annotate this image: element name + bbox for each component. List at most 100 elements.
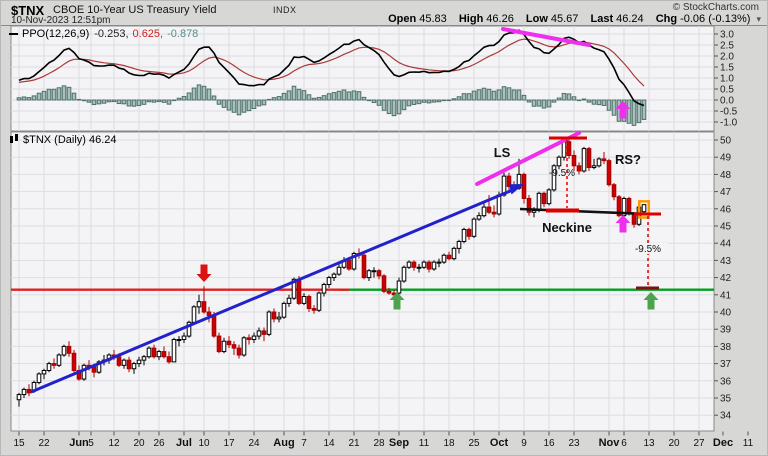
open-label: Open (388, 13, 417, 25)
svg-text:2.5: 2.5 (720, 41, 734, 52)
svg-text:Aug: Aug (273, 437, 294, 449)
main-legend: $TNX (Daily) 46.24 (9, 134, 117, 146)
svg-text:Sep: Sep (389, 437, 409, 449)
ppo-value: -0.253, (94, 28, 129, 40)
right-price-axis: 3.02.52.01.51.00.50.0-0.5-1.0 50 49 48 47 46 4… (714, 30, 738, 422)
ppo-line-swatch-icon (9, 33, 18, 36)
chart-datetime: 10-Nov-2023 12:51pm (11, 15, 111, 26)
svg-text:16: 16 (543, 438, 555, 449)
svg-text:27: 27 (693, 438, 705, 449)
chg-value: -0.06 (-0.13%) (680, 13, 751, 25)
high-value: 46.26 (486, 13, 514, 25)
open-value: 45.83 (419, 13, 447, 25)
svg-text:9: 9 (521, 438, 527, 449)
svg-text:14: 14 (323, 438, 335, 449)
low-value: 45.67 (550, 13, 579, 25)
low-label: Low (525, 13, 548, 25)
svg-text:21: 21 (348, 438, 360, 449)
chg-label: Chg (655, 13, 678, 25)
svg-text:11: 11 (743, 438, 754, 449)
svg-text:42: 42 (720, 273, 732, 284)
svg-text:50: 50 (720, 136, 732, 147)
svg-text:-1.0: -1.0 (720, 118, 738, 129)
main-legend-text: $TNX (Daily) (23, 134, 86, 146)
svg-text:12: 12 (108, 438, 120, 449)
quote-line: Open 45.83 High 46.26 Low 45.67 Last 46.24 C… (379, 13, 761, 25)
svg-text:46: 46 (720, 204, 732, 215)
chart-type-icon[interactable] (9, 134, 19, 144)
svg-text:43: 43 (720, 256, 732, 267)
svg-text:20: 20 (668, 438, 680, 449)
svg-text:17: 17 (223, 438, 235, 449)
symbol: $TNX (11, 3, 45, 18)
ppo-signal-value: 0.625, (132, 28, 164, 40)
svg-text:Nov: Nov (599, 437, 621, 449)
svg-text:0.5: 0.5 (720, 85, 734, 96)
ppo-lines (18, 29, 645, 107)
svg-text:22: 22 (38, 438, 50, 449)
neckline-label: Neckine (542, 220, 592, 235)
svg-text:26: 26 (153, 438, 165, 449)
svg-text:47: 47 (720, 187, 732, 198)
exchange-label: INDX (273, 5, 297, 15)
svg-text:34: 34 (720, 411, 732, 422)
svg-text:11: 11 (419, 438, 430, 449)
svg-text:25: 25 (468, 438, 480, 449)
svg-text:48: 48 (720, 170, 732, 181)
left-shoulder-label: LS (494, 145, 511, 160)
svg-text:6: 6 (621, 438, 627, 449)
svg-text:18: 18 (443, 438, 455, 449)
svg-text:23: 23 (568, 438, 580, 449)
svg-text:5: 5 (88, 438, 94, 449)
quote-dropdown-icon[interactable]: ▾ (756, 14, 761, 24)
svg-text:2.0: 2.0 (720, 52, 734, 63)
svg-text:Dec: Dec (713, 437, 733, 449)
main-gridlines (11, 132, 714, 431)
copyright: © StockCharts.com (672, 2, 759, 13)
ppo-histogram (16, 84, 647, 126)
bottom-date-axis: 15 22 Jun 5 12 20 26 Jul 10 17 24 Aug 7 14 21 28 Sep 11 18… (13, 431, 754, 449)
main-annotations: LS RS? Neckine -9.5% -9.5% (30, 131, 668, 394)
svg-text:7: 7 (301, 438, 307, 449)
ppo-hist-value: -0.878 (167, 28, 199, 40)
svg-text:Jul: Jul (176, 437, 192, 449)
chart-header: $TNX CBOE 10-Year US Treasury Yield INDX… (1, 1, 767, 26)
svg-text:35: 35 (720, 394, 732, 405)
svg-text:44: 44 (720, 239, 732, 250)
svg-text:15: 15 (13, 438, 25, 449)
svg-text:20: 20 (133, 438, 145, 449)
svg-text:36: 36 (720, 376, 732, 387)
svg-text:10: 10 (198, 438, 210, 449)
svg-text:3.0: 3.0 (720, 30, 734, 41)
svg-text:Oct: Oct (490, 437, 509, 449)
symbol-name: CBOE 10-Year US Treasury Yield (53, 4, 217, 16)
svg-text:40: 40 (720, 308, 732, 319)
svg-text:37: 37 (720, 359, 732, 370)
svg-text:Jun: Jun (69, 437, 89, 449)
drop-percent-label-2: -9.5% (635, 244, 661, 255)
svg-text:41: 41 (720, 290, 732, 301)
svg-text:13: 13 (643, 438, 655, 449)
right-shoulder-label: RS? (615, 152, 641, 167)
main-last-value: 46.24 (89, 134, 117, 146)
svg-text:39: 39 (720, 325, 732, 336)
drop-percent-label-1: -9.5% (549, 168, 575, 179)
svg-text:38: 38 (720, 342, 732, 353)
last-label: Last (590, 13, 614, 25)
ppo-legend: PPO(12,26,9) -0.253, 0.625, -0.878 (9, 28, 198, 40)
svg-text:1.0: 1.0 (720, 74, 734, 85)
svg-text:49: 49 (720, 153, 732, 164)
svg-text:45: 45 (720, 222, 732, 233)
svg-text:24: 24 (248, 438, 260, 449)
ppo-annotations (501, 27, 631, 119)
high-label: High (458, 13, 484, 25)
svg-text:0.0: 0.0 (720, 96, 734, 107)
svg-text:-0.5: -0.5 (720, 107, 738, 118)
drop2-label-bg (628, 243, 668, 254)
ppo-legend-text: PPO(12,26,9) (22, 28, 90, 40)
last-value: 46.24 (616, 13, 644, 25)
svg-text:1.5: 1.5 (720, 63, 734, 74)
svg-text:28: 28 (373, 438, 385, 449)
